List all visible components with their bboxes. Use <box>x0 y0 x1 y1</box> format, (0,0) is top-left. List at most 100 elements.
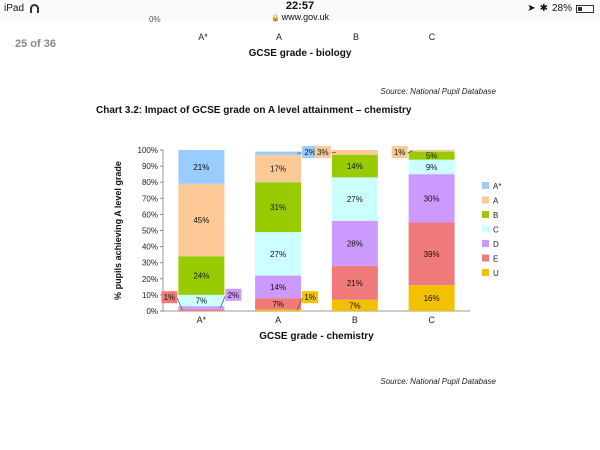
legend-swatch <box>482 240 489 247</box>
y-tick-label: 30% <box>142 259 158 268</box>
data-label-box <box>302 291 319 304</box>
data-label-box <box>314 146 331 158</box>
legend-label: D <box>493 240 499 249</box>
x-tick-label: B <box>352 315 358 325</box>
data-label: 2% <box>304 148 316 157</box>
previous-chart-category: A <box>275 32 282 42</box>
clock: 22:57 <box>285 0 315 12</box>
status-right: ➤ ✱ 28% <box>527 3 594 14</box>
bar-segment <box>255 275 302 299</box>
previous-chart-category: A* <box>198 32 208 42</box>
data-label: 7% <box>349 301 361 310</box>
legend-swatch <box>482 269 489 276</box>
data-label: 7% <box>196 297 208 306</box>
legend-label: U <box>493 269 499 278</box>
data-label-box <box>161 291 178 304</box>
bar-segment <box>408 159 455 175</box>
chart-title: Chart 3.2: Impact of GCSE grade on A lev… <box>96 105 412 116</box>
page-counter: 25 of 36 <box>15 38 56 50</box>
wifi-icon <box>30 4 40 13</box>
bar-segment <box>331 150 378 155</box>
bar-segment <box>408 222 455 286</box>
data-label: 14% <box>270 283 286 292</box>
data-label-leader <box>330 152 336 154</box>
legend-label: C <box>493 226 499 235</box>
bar-segment <box>331 177 378 221</box>
bar-segment <box>408 174 455 223</box>
bluetooth-icon: ✱ <box>539 3 548 14</box>
bar-segment <box>255 298 302 310</box>
bar-segment <box>178 309 225 311</box>
x-tick-label: A* <box>197 315 207 325</box>
battery-icon <box>576 4 594 13</box>
bar-segment <box>408 151 455 160</box>
bar-segment <box>331 154 378 178</box>
legend-swatch <box>482 211 489 218</box>
status-bar: iPad 22:57 🔒 www.gov.uk ➤ ✱ 28% <box>0 0 600 22</box>
data-label: 16% <box>424 294 440 303</box>
y-tick-label: 40% <box>142 243 158 252</box>
data-label: 21% <box>347 279 363 288</box>
bar-segment <box>408 150 455 152</box>
previous-chart-x-axis-label: GCSE grade - biology <box>248 48 352 59</box>
bar-segment <box>408 285 455 311</box>
data-label-leader <box>220 295 226 308</box>
data-label: 27% <box>347 195 363 204</box>
location-icon: ➤ <box>527 3 536 14</box>
data-label: 14% <box>347 162 363 171</box>
data-label: 1% <box>394 148 406 157</box>
previous-chart-category: B <box>352 32 359 42</box>
bar-segment <box>255 154 302 183</box>
data-label: 17% <box>270 165 286 174</box>
y-tick-label: 100% <box>138 146 158 155</box>
legend-label: B <box>493 211 498 220</box>
previous-chart-cut-tick: 0% <box>149 15 161 24</box>
url-text: www.gov.uk <box>281 12 330 22</box>
data-label-box <box>302 146 319 158</box>
y-axis-label: % pupils achieving A level grade <box>113 161 123 300</box>
data-label-box <box>225 288 242 301</box>
x-tick-label: A <box>275 315 281 325</box>
legend-swatch <box>482 225 489 233</box>
status-center: 22:57 🔒 www.gov.uk <box>0 1 600 24</box>
status-left: iPad <box>4 3 40 14</box>
legend-swatch <box>482 196 489 204</box>
data-label-box <box>391 146 408 158</box>
legend-label: A* <box>493 182 501 191</box>
data-label-leader <box>296 298 303 311</box>
previous-chart-source: Source: National Pupil Database <box>380 87 496 96</box>
bar-segment <box>255 151 302 155</box>
bar-segment <box>178 294 225 307</box>
y-tick-label: 80% <box>142 178 158 187</box>
data-label: 1% <box>164 293 176 302</box>
data-label: 30% <box>424 194 440 203</box>
legend-swatch <box>482 182 489 189</box>
data-label: 21% <box>193 163 209 172</box>
y-tick-label: 10% <box>142 291 158 300</box>
device-name: iPad <box>4 3 25 14</box>
bar-segment <box>178 183 225 257</box>
bar-segment <box>178 306 225 310</box>
data-label: 1% <box>304 293 316 302</box>
previous-chart-category: C <box>428 32 436 42</box>
bar-segment <box>331 299 378 311</box>
bar-segment <box>255 309 302 311</box>
x-tick-label: C <box>428 315 435 325</box>
bar-segment <box>178 150 225 184</box>
data-label: 31% <box>270 203 286 212</box>
bar-segment <box>255 182 302 233</box>
bar-segment <box>331 220 378 266</box>
bar-segment <box>178 256 225 295</box>
data-label-leader <box>407 150 413 154</box>
data-label: 45% <box>193 216 209 225</box>
data-label: 27% <box>270 250 286 259</box>
data-label: 5% <box>426 152 438 161</box>
data-label: 24% <box>193 272 209 281</box>
legend-swatch <box>482 254 489 262</box>
address-bar[interactable]: 🔒 www.gov.uk <box>0 12 600 24</box>
y-tick-label: 0% <box>146 307 158 316</box>
y-tick-label: 60% <box>142 210 158 219</box>
y-tick-label: 50% <box>142 227 158 236</box>
battery-percent: 28% <box>551 3 572 14</box>
